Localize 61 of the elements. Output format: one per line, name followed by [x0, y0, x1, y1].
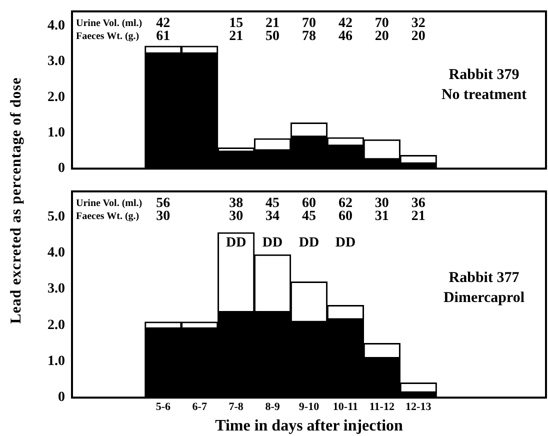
y-tick-label: 4.0: [48, 246, 65, 261]
annotation: 42: [156, 16, 170, 32]
y-tick-label: 2.0: [48, 318, 65, 333]
annotation: 70: [302, 16, 316, 32]
y-tick-label: 0: [58, 390, 65, 406]
annotation: Dimercaprol: [443, 290, 525, 306]
y-tick-label: 1.0: [48, 125, 65, 140]
annotation: 30: [156, 209, 170, 224]
annotation: 34: [266, 209, 280, 224]
y-tick-label: 1.0: [48, 354, 65, 370]
y-tick-label: 4.0: [48, 18, 65, 34]
annotation: 70: [374, 16, 389, 32]
text: Faeces Wt. (g.): [76, 30, 140, 42]
annotation: 30: [229, 209, 244, 224]
annotation: 60: [338, 209, 352, 224]
x-tick-label: 6-7: [192, 401, 208, 414]
y-tick-label: 0: [58, 161, 65, 176]
annotation: DD: [262, 236, 283, 251]
annotation: DD: [226, 236, 246, 251]
annotation: 32: [411, 16, 426, 32]
y-tick-label: 3.0: [48, 282, 65, 297]
y-axis-title: Lead excreted as percentage of dose: [8, 76, 26, 324]
text: No treatment: [441, 87, 527, 104]
x-tick-label: 12-13: [406, 401, 432, 414]
annotation: Rabbit 377: [448, 270, 520, 286]
x-tick-label: 10-11: [332, 401, 358, 414]
annotation: 61: [156, 29, 170, 44]
annotation: 21: [266, 16, 280, 32]
text: Rabbit 379: [448, 67, 520, 84]
annotation: DD: [298, 236, 320, 251]
x-tick-label: 7-8: [228, 401, 244, 414]
annotation: 62: [338, 196, 352, 212]
annotation: Faeces Wt. (g.): [76, 210, 140, 222]
annotation: 60: [302, 196, 316, 212]
y-tick-label: 2.0: [48, 90, 65, 105]
annotation: 45: [266, 196, 280, 212]
y-tick-label: 5.0: [48, 209, 65, 224]
annotation: 78: [302, 29, 316, 44]
x-axis-title: Time in days after injection: [215, 418, 404, 435]
annotation: 38: [229, 196, 244, 212]
annotation: 46: [338, 29, 352, 44]
x-tick-label: 9-10: [298, 401, 320, 414]
annotation: 31: [374, 209, 389, 224]
text: Urine Vol. (ml.): [76, 18, 142, 29]
x-tick-label: 5-6: [156, 401, 171, 414]
x-tick-label: 11-12: [369, 401, 395, 414]
annotation: 56: [156, 196, 170, 212]
y-tick-label: 3.0: [48, 54, 65, 70]
annotation: 45: [302, 209, 316, 224]
annotation: 21: [229, 29, 244, 44]
x-tick-label: 8-9: [265, 401, 280, 414]
annotation: 20: [411, 29, 426, 44]
annotation: 42: [338, 16, 352, 32]
annotation: 36: [411, 196, 426, 212]
annotation: DD: [335, 236, 356, 251]
annotation: 15: [229, 16, 244, 32]
annotation: 30: [374, 196, 389, 212]
annotation: 21: [411, 209, 426, 224]
annotation: 50: [266, 29, 280, 44]
annotation: 20: [374, 29, 389, 44]
annotation: Urine Vol. (ml.): [76, 198, 142, 209]
